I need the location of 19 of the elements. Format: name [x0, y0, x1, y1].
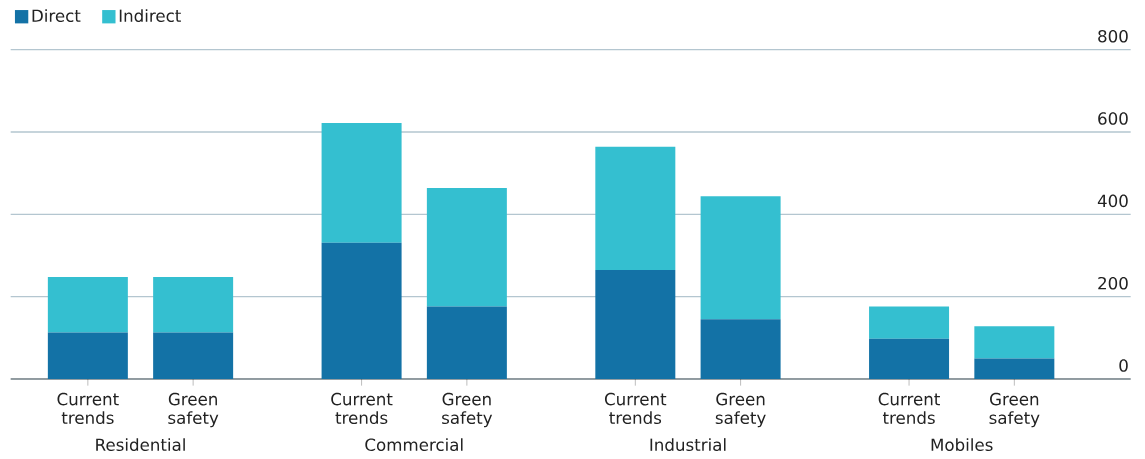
y-tick-label: 800: [1098, 29, 1128, 43]
y-tick-label: 200: [1098, 276, 1128, 290]
y-tick-label: 0: [1119, 359, 1128, 372]
x-tick-label: Current trends: [604, 392, 667, 425]
text: Mobiles: [931, 438, 993, 452]
x-tick-label: Green safety: [989, 392, 1040, 428]
legend-label: Indirect: [119, 9, 181, 23]
text: Industrial: [650, 438, 726, 452]
legend-label: Direct: [32, 9, 81, 23]
x-tick-label: Green safety: [442, 392, 493, 428]
x-tick-label: Green safety: [168, 392, 219, 428]
y-tick-label: 600: [1098, 112, 1128, 125]
x-tick-label: Current trends: [331, 392, 393, 425]
x-tick-label: Current trends: [57, 392, 119, 425]
x-tick-label: Green safety: [715, 392, 766, 428]
y-tick-label: 400: [1097, 194, 1128, 208]
text: Commercial: [365, 438, 463, 452]
text: Residential: [96, 438, 185, 452]
x-tick-label: Current trends: [878, 392, 940, 425]
